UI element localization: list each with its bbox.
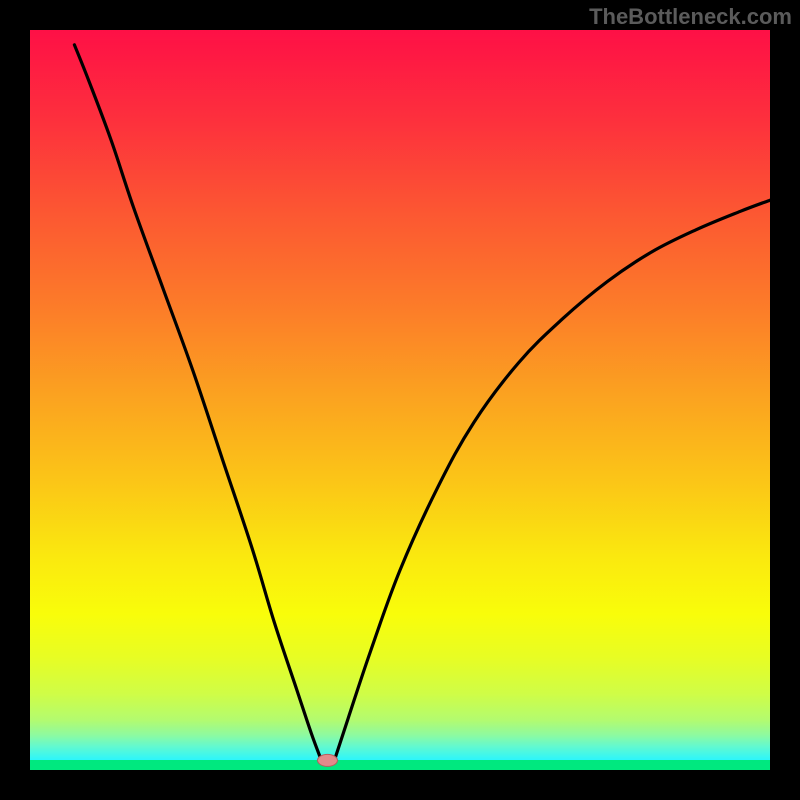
- gradient-plot-area: [30, 30, 770, 760]
- bottom-green-band: [30, 760, 770, 770]
- chart-container: TheBottleneck.com: [0, 0, 800, 800]
- bottleneck-marker: [317, 754, 337, 766]
- bottleneck-chart: [0, 0, 800, 800]
- watermark-text: TheBottleneck.com: [589, 4, 792, 30]
